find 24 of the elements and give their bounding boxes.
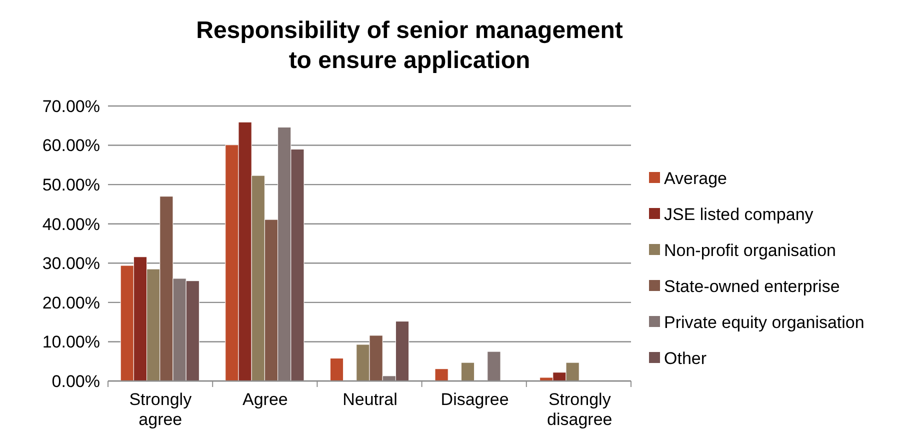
y-tick-label: 50.00% — [42, 176, 100, 195]
y-tick-label: 70.00% — [42, 96, 100, 116]
bar — [460, 362, 475, 382]
bar — [434, 368, 448, 382]
y-tick-label: 40.00% — [42, 214, 100, 234]
x-tick-label: Agree — [242, 390, 288, 409]
y-tick-label: 30.00% — [42, 254, 100, 274]
legend-label: Other — [664, 348, 707, 368]
chart-title: Responsibility of senior management to ensure application — [196, 17, 623, 74]
x-tick-label: Neutral — [342, 390, 398, 409]
y-tick-label: 0.00% — [52, 372, 100, 391]
legend-label: Non-profit organisation — [664, 240, 836, 260]
legend-label: JSE listed company — [664, 204, 814, 224]
x-tick-label: Disagree — [440, 390, 509, 409]
x-tick-label: Strongly disagree — [547, 390, 612, 429]
legend-label: Private equity organisation — [664, 312, 864, 332]
bar — [330, 358, 344, 382]
legend-label: Average — [664, 168, 728, 188]
x-tick-label: Strongly agree — [129, 390, 192, 429]
legend-label: State-owned enterprise — [664, 276, 840, 296]
y-tick-label: 10.00% — [42, 332, 100, 352]
bar — [487, 351, 501, 382]
y-tick-label: 20.00% — [42, 293, 100, 312]
y-tick-label: 60.00% — [42, 136, 100, 156]
